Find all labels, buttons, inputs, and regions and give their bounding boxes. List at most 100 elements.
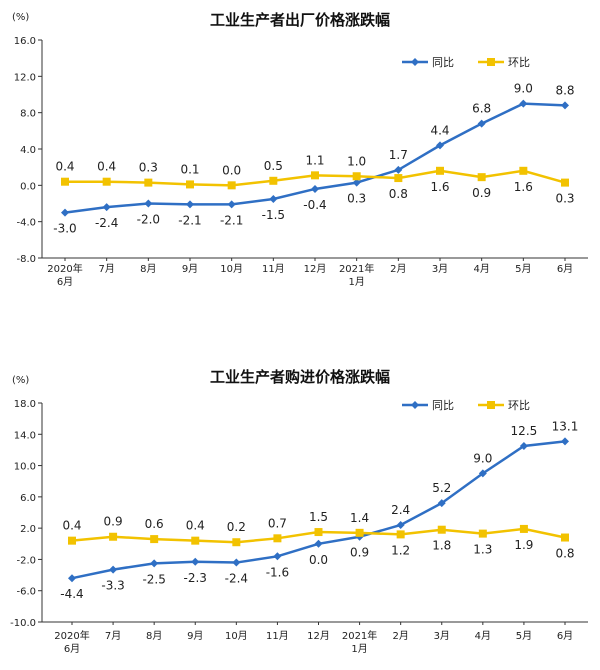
x-tick-label: 2月 — [392, 630, 408, 642]
data-point-mom — [227, 181, 236, 190]
y-tick-label: -4.0 — [16, 218, 36, 229]
data-point-mom — [314, 528, 323, 537]
x-tick-label: 10月 — [225, 630, 248, 642]
data-label-yoy: -3.0 — [53, 222, 76, 236]
data-point-mom — [394, 174, 403, 183]
purchase-price-chart-svg: 工业生产者购进价格涨跌幅 (%) 18.0 14.0 10.0 6.0 2.0 -2.0 -… — [10, 368, 588, 655]
y-tick-label: 16.0 — [14, 36, 36, 47]
data-label-yoy: 8.8 — [555, 83, 574, 97]
data-label-mom: 0.5 — [264, 159, 283, 173]
legend-marker — [487, 401, 495, 409]
data-label-yoy: 0.0 — [309, 553, 328, 567]
data-label-yoy: -2.3 — [184, 571, 207, 585]
legend-marker — [411, 58, 419, 66]
data-label-mom: 0.7 — [268, 516, 287, 530]
data-label-mom: 0.9 — [104, 515, 123, 529]
x-tick-label: 7月 — [98, 263, 114, 275]
data-point-yoy — [269, 194, 278, 203]
x-tick-label: 6月 — [557, 630, 573, 642]
data-point-yoy — [68, 574, 76, 583]
data-point-mom — [355, 528, 364, 537]
data-point-mom — [144, 178, 153, 187]
data-label-mom: 1.8 — [432, 539, 451, 553]
data-point-yoy — [478, 469, 487, 478]
data-label-mom: 0.4 — [97, 160, 116, 174]
y-tick-label: -10.0 — [10, 618, 36, 629]
data-label-yoy: -2.5 — [142, 572, 165, 586]
data-label-yoy: -2.4 — [95, 216, 118, 230]
y-tick-label: -8.0 — [16, 254, 36, 265]
y-tick-label: 2.0 — [20, 524, 36, 535]
x-tick-label: 5月 — [516, 630, 532, 642]
x-tick-label: 4月 — [473, 263, 489, 275]
x-tick-label: 6月 — [557, 263, 573, 275]
x-tick-label: 9月 — [182, 263, 198, 275]
y-tick-label: 0.0 — [20, 181, 36, 192]
data-label-yoy: -2.1 — [178, 213, 201, 227]
data-label-mom: 0.6 — [145, 517, 164, 531]
data-label-mom: 1.4 — [350, 511, 369, 525]
data-point-mom — [61, 177, 69, 186]
y-unit-label: (%) — [12, 375, 29, 386]
data-label-yoy: 2.4 — [391, 503, 410, 517]
data-point-mom — [109, 532, 118, 541]
data-point-mom — [437, 525, 446, 534]
data-label-yoy: 12.5 — [511, 424, 538, 438]
y-tick-label: 10.0 — [14, 462, 36, 473]
x-tick-label: 2020年 — [54, 629, 89, 642]
data-point-mom — [561, 533, 569, 542]
data-point-yoy — [227, 200, 236, 209]
output-price-chart: 工业生产者出厂价格涨跌幅 (%) 16.0 12.0 8.0 4.0 0.0 -4.0 -8… — [12, 11, 588, 288]
data-point-yoy — [150, 559, 159, 568]
data-label-mom: 0.3 — [139, 161, 158, 175]
data-label-yoy: -1.6 — [266, 565, 289, 579]
data-label-mom: 1.1 — [305, 153, 324, 167]
purchase-price-chart: 工业生产者购进价格涨跌幅 (%) 18.0 14.0 10.0 6.0 2.0 -2.0 -… — [0, 335, 600, 670]
data-point-mom — [352, 172, 361, 181]
x-tick-label-line2: 6月 — [64, 643, 80, 655]
data-point-mom — [68, 536, 76, 545]
data-point-yoy — [102, 203, 111, 212]
x-tick-label-line2: 6月 — [57, 276, 73, 288]
x-tick-label: 12月 — [304, 263, 327, 275]
data-point-mom — [269, 176, 278, 185]
data-point-mom — [396, 530, 405, 539]
data-label-yoy: -4.4 — [60, 587, 83, 601]
data-label-mom: 0.0 — [222, 163, 241, 177]
data-label-yoy: 0.9 — [350, 546, 369, 560]
data-label-mom: 0.9 — [472, 186, 491, 200]
data-point-mom — [232, 538, 241, 547]
data-point-mom — [186, 180, 194, 189]
data-point-yoy — [437, 499, 446, 508]
data-point-yoy — [396, 521, 405, 530]
y-tick-label: 8.0 — [20, 109, 36, 120]
data-label-mom: 0.2 — [227, 520, 246, 534]
legend-label: 环比 — [508, 399, 530, 412]
data-label-yoy: 1.7 — [389, 148, 408, 162]
data-label-mom: 0.4 — [55, 160, 74, 174]
output-price-chart-svg: 工业生产者出厂价格涨跌幅 (%) 16.0 12.0 8.0 4.0 0.0 -4.0 -8… — [12, 11, 588, 288]
legend-marker — [411, 401, 419, 409]
y-tick-label: 4.0 — [20, 145, 36, 156]
data-point-yoy — [186, 200, 194, 209]
data-point-yoy — [561, 101, 569, 110]
data-point-mom — [477, 173, 486, 182]
x-tick-label: 4月 — [475, 630, 491, 642]
data-label-yoy: -2.1 — [220, 213, 243, 227]
y-tick-label: 6.0 — [20, 493, 36, 504]
x-tick-label: 2月 — [390, 263, 406, 275]
data-point-yoy — [144, 199, 153, 208]
data-label-yoy: 4.4 — [430, 123, 449, 137]
x-tick-label: 8月 — [146, 630, 162, 642]
data-label-mom: 0.8 — [389, 187, 408, 201]
y-tick-label: 18.0 — [14, 399, 36, 410]
data-point-yoy — [394, 165, 403, 174]
x-tick-label: 9月 — [187, 630, 203, 642]
legend-marker — [487, 58, 495, 66]
data-label-mom: 1.6 — [514, 180, 533, 194]
data-point-yoy — [311, 184, 319, 193]
data-label-mom: 1.6 — [430, 180, 449, 194]
y-tick-label: -6.0 — [16, 587, 36, 598]
data-point-yoy — [477, 119, 486, 128]
data-label-yoy: -0.4 — [303, 198, 326, 212]
